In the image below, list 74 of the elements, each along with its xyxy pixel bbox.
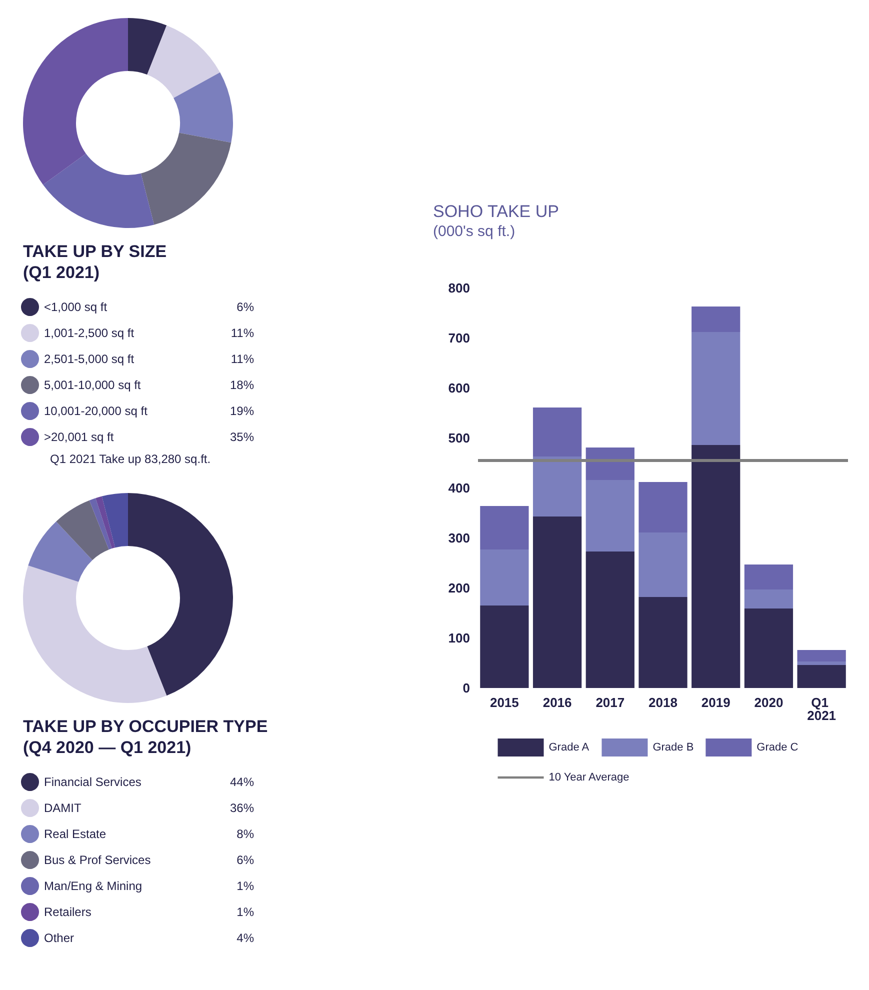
- x-tick-label: 2017: [596, 695, 625, 710]
- bar: [638, 597, 688, 688]
- chart-subtitle: (000's sq ft.): [433, 223, 516, 240]
- legend-label: 1,001-2,500 sq ft: [44, 326, 135, 340]
- data-label: 8%: [236, 827, 254, 841]
- y-tick-label: 400: [448, 480, 470, 496]
- data-label: 11%: [230, 326, 254, 340]
- y-tick-label: 600: [448, 380, 470, 396]
- y-tick-label: 700: [448, 330, 470, 346]
- legend-label: 5,001-10,000 sq ft: [44, 378, 142, 392]
- data-label: 11%: [230, 352, 254, 366]
- text: Q1 2021 Take up 83,280 sq.ft.: [50, 452, 211, 466]
- text: (Q4 2020 — Q1 2021): [23, 738, 192, 757]
- data-label: 36%: [230, 801, 254, 815]
- bar: [532, 516, 582, 688]
- legend-label: Grade A: [548, 742, 590, 754]
- x-tick-label: 2016: [542, 695, 572, 710]
- text: TAKE UP BY OCCUPIER TYPE: [23, 717, 268, 736]
- bar: [480, 606, 529, 688]
- bar: [532, 456, 582, 516]
- bar: [532, 408, 582, 456]
- legend-label: Other: [44, 931, 74, 945]
- bar: [744, 590, 794, 608]
- y-tick-label: 100: [448, 630, 470, 646]
- bar: [797, 662, 846, 665]
- x-tick-label: 2020: [754, 695, 784, 710]
- legend-label: 10,001-20,000 sq ft: [44, 404, 148, 418]
- y-tick-label: 500: [448, 430, 470, 446]
- legend-label: Grade B: [652, 742, 694, 754]
- bar: [480, 550, 529, 606]
- bar: [586, 448, 634, 480]
- y-tick-label: 200: [448, 580, 470, 596]
- bar: [692, 332, 740, 445]
- data-label: 1%: [236, 879, 254, 893]
- bar: [586, 552, 634, 688]
- x-tick-label: 2018: [648, 695, 678, 710]
- data-label: 19%: [230, 404, 254, 418]
- data-label: 4%: [236, 931, 254, 945]
- bar: [744, 608, 794, 688]
- y-tick-label: 300: [448, 530, 470, 546]
- data-label: 6%: [236, 853, 254, 867]
- legend-label: Retailers: [44, 905, 92, 919]
- data-label: 44%: [230, 775, 254, 789]
- bar: [638, 482, 688, 532]
- bar: [797, 665, 846, 688]
- x-tick-label: Q1 2021: [807, 695, 836, 723]
- x-tick-label: 2015: [490, 695, 519, 710]
- bar: [692, 445, 740, 688]
- bar: [692, 306, 740, 332]
- bar: [797, 650, 846, 662]
- legend-label: <1,000 sq ft: [44, 300, 108, 314]
- legend-label: 2,501-5,000 sq ft: [44, 352, 135, 366]
- data-label: 18%: [230, 378, 254, 392]
- y-tick-label: 800: [448, 280, 470, 296]
- text: TAKE UP BY SIZE: [23, 242, 167, 261]
- data-label: 1%: [236, 905, 254, 919]
- data-label: 35%: [230, 430, 254, 444]
- legend-label: Grade C: [756, 742, 798, 754]
- legend-label: Man/Eng & Mining: [44, 879, 142, 893]
- bar: [638, 532, 688, 597]
- chart-title: SOHO TAKE UP: [433, 202, 559, 221]
- bar: [586, 480, 634, 552]
- x-tick-label: 2019: [701, 695, 730, 710]
- legend-label: Financial Services: [44, 775, 142, 789]
- bar: [480, 506, 529, 550]
- legend-label: DAMIT: [44, 801, 82, 815]
- legend-label: 10 Year Average: [548, 772, 630, 784]
- text: (Q1 2021): [23, 263, 100, 282]
- data-label: 6%: [236, 300, 254, 314]
- bar: [744, 564, 794, 590]
- y-tick-label: 0: [462, 680, 470, 696]
- legend-label: Bus & Prof Services: [44, 853, 151, 867]
- legend-label: Real Estate: [44, 827, 106, 841]
- legend-label: >20,001 sq ft: [44, 430, 114, 444]
